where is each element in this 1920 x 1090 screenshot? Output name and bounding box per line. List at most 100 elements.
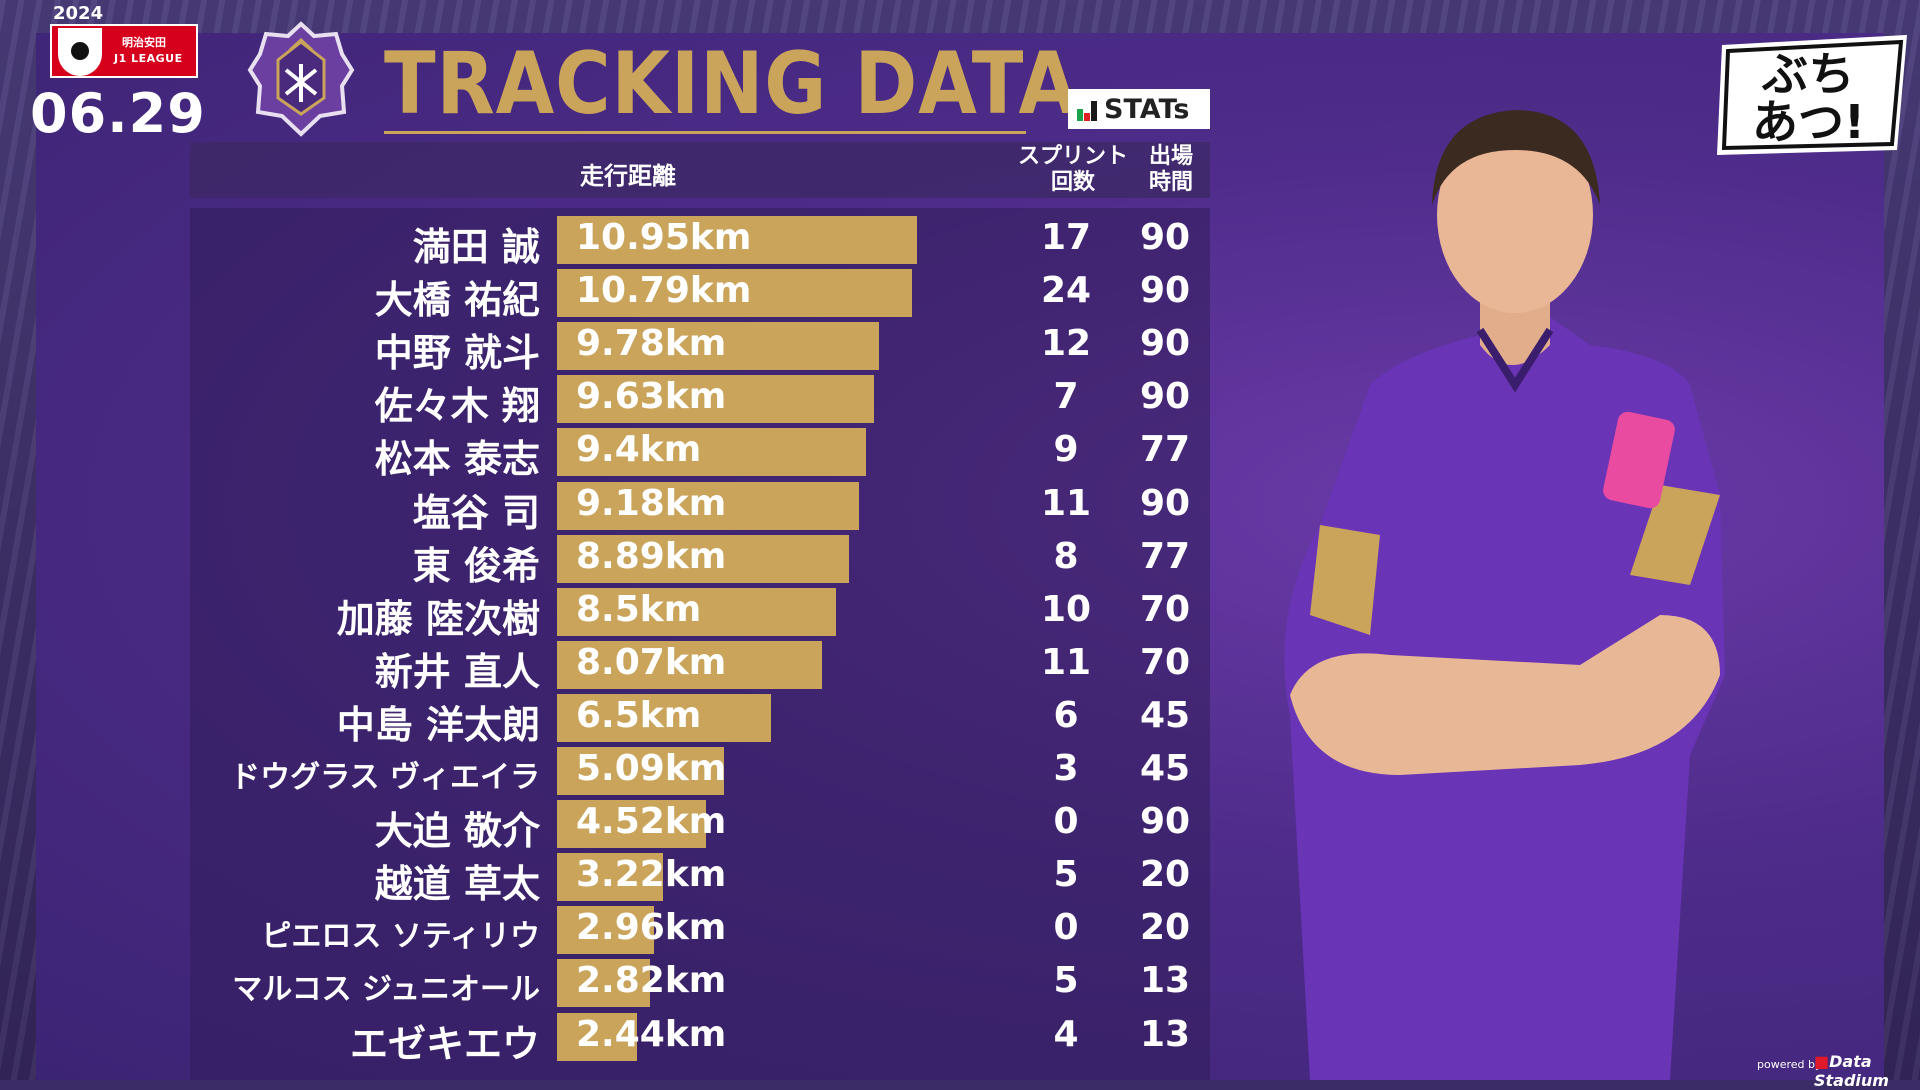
powered-by-label: powered by	[1757, 1058, 1822, 1071]
league-name: J1 LEAGUE	[114, 52, 183, 65]
sprint-count: 9	[1053, 429, 1079, 471]
j-league-mark-icon	[58, 28, 102, 76]
sprint-count: 10	[1040, 588, 1092, 630]
player-name: 新井 直人	[374, 649, 540, 694]
minutes-played: 90	[1139, 270, 1191, 312]
minutes-played: 20	[1139, 907, 1191, 949]
sprint-count: 6	[1053, 694, 1079, 736]
distance-label: 9.78km	[576, 323, 727, 365]
player-name: マルコス ジュニオール	[232, 972, 540, 1008]
sprint-count: 11	[1040, 482, 1092, 524]
player-name: ピエロス ソティリウ	[261, 919, 540, 955]
header-minutes-line1: 出場	[1148, 144, 1193, 169]
player-name: 東 俊希	[412, 543, 540, 588]
header-sprints: スプリント 回数	[1008, 144, 1138, 196]
player-name: ドウグラス ヴィエイラ	[230, 760, 540, 795]
player-name: エゼキエウ	[349, 1021, 540, 1066]
minutes-played: 90	[1139, 217, 1191, 258]
stats-bars-icon	[1077, 101, 1097, 121]
sprint-count: 8	[1053, 535, 1079, 577]
minutes-played: 90	[1139, 482, 1191, 524]
distance-bar	[557, 800, 706, 849]
sprint-count: 7	[1053, 376, 1079, 418]
distance-bar	[557, 322, 879, 371]
player-name: 中野 就斗	[374, 331, 540, 376]
header-minutes-line2: 時間	[1148, 170, 1193, 195]
title-underline	[384, 131, 1026, 134]
sprint-count: 5	[1053, 854, 1079, 896]
distance-bar	[557, 959, 650, 1008]
sprint-count: 4	[1053, 1013, 1079, 1055]
show-logo: ぶち あつ!	[1717, 35, 1907, 155]
distance-label: 10.95km	[576, 217, 752, 258]
distance-bar	[557, 906, 655, 955]
minutes-played: 90	[1139, 323, 1191, 365]
sponsor-patch-icon	[1603, 411, 1675, 509]
distance-label: 5.09km	[576, 748, 727, 789]
sprint-count: 5	[1053, 960, 1079, 1002]
distance-label: 8.89km	[576, 535, 727, 577]
player-name: 佐々木 翔	[374, 384, 540, 429]
minutes-played: 45	[1139, 748, 1191, 789]
distance-bar	[557, 269, 912, 318]
distance-bar	[557, 747, 725, 795]
show-logo-bottom: あつ!	[1752, 95, 1865, 149]
distance-label: 3.22km	[576, 854, 727, 896]
minutes-played: 77	[1139, 535, 1191, 577]
distance-bar	[557, 534, 850, 583]
sprint-count: 12	[1040, 323, 1092, 365]
player-name: 越道 草太	[374, 862, 540, 907]
distance-bar	[557, 428, 867, 477]
header-sprints-line1: スプリント	[1017, 144, 1128, 169]
minutes-played: 20	[1139, 854, 1191, 896]
minutes-played: 90	[1139, 801, 1191, 843]
distance-bar	[557, 853, 663, 902]
minutes-played: 45	[1139, 694, 1191, 736]
table-header: 走行距離 スプリント 回数 出場 時間	[190, 142, 1210, 198]
distance-label: 8.07km	[576, 641, 727, 683]
distance-bar	[557, 640, 823, 689]
player-name: 中島 洋太朗	[336, 702, 540, 747]
show-logo-top: ぶち	[1761, 47, 1854, 101]
distance-label: 8.5km	[576, 588, 702, 630]
header-minutes: 出場 時間	[1136, 144, 1206, 196]
provider-mark-icon: ■	[1814, 1052, 1830, 1071]
sprint-count: 17	[1040, 217, 1092, 258]
minutes-played: 70	[1139, 641, 1191, 683]
page-title: TRACKING DATA	[384, 34, 1078, 134]
sprint-count: 0	[1053, 801, 1079, 843]
data-provider-logo: ■Data Stadium	[1814, 1052, 1920, 1090]
distance-label: 9.63km	[576, 376, 727, 418]
distance-bar	[557, 693, 771, 742]
minutes-played: 70	[1139, 588, 1191, 630]
distance-bar	[557, 481, 859, 530]
league-logo: 明治安田 J1 LEAGUE	[50, 24, 198, 78]
sprint-count: 11	[1040, 641, 1092, 683]
player-name: 松本 泰志	[374, 437, 540, 482]
sprint-count: 0	[1053, 907, 1079, 949]
player-name: 加藤 陸次樹	[336, 596, 540, 641]
distance-bar	[557, 587, 837, 636]
distance-label: 10.79km	[576, 270, 752, 312]
stats-logo: STATs	[1068, 89, 1210, 129]
distance-bar	[557, 1012, 638, 1061]
header-distance: 走行距離	[580, 162, 676, 190]
distance-bar	[557, 216, 917, 264]
league-sponsor: 明治安田	[122, 36, 166, 49]
distance-label: 4.52km	[576, 801, 727, 843]
player-name: 満田 誠	[412, 225, 540, 269]
sprint-count: 3	[1053, 748, 1079, 789]
stats-logo-text: STATs	[1104, 94, 1190, 125]
sprint-count: 24	[1040, 270, 1092, 312]
club-crest-icon	[247, 21, 355, 137]
distance-bar	[557, 375, 874, 424]
minutes-played: 13	[1139, 960, 1191, 1002]
minutes-played: 90	[1139, 376, 1191, 418]
match-date: 06.29	[30, 82, 206, 145]
player-name: 大橋 祐紀	[374, 278, 540, 323]
header-sprints-line2: 回数	[1050, 170, 1095, 195]
player-photo	[1284, 110, 1725, 1080]
distance-label: 2.96km	[576, 907, 727, 949]
minutes-played: 77	[1139, 429, 1191, 471]
distance-label: 6.5km	[576, 694, 702, 736]
